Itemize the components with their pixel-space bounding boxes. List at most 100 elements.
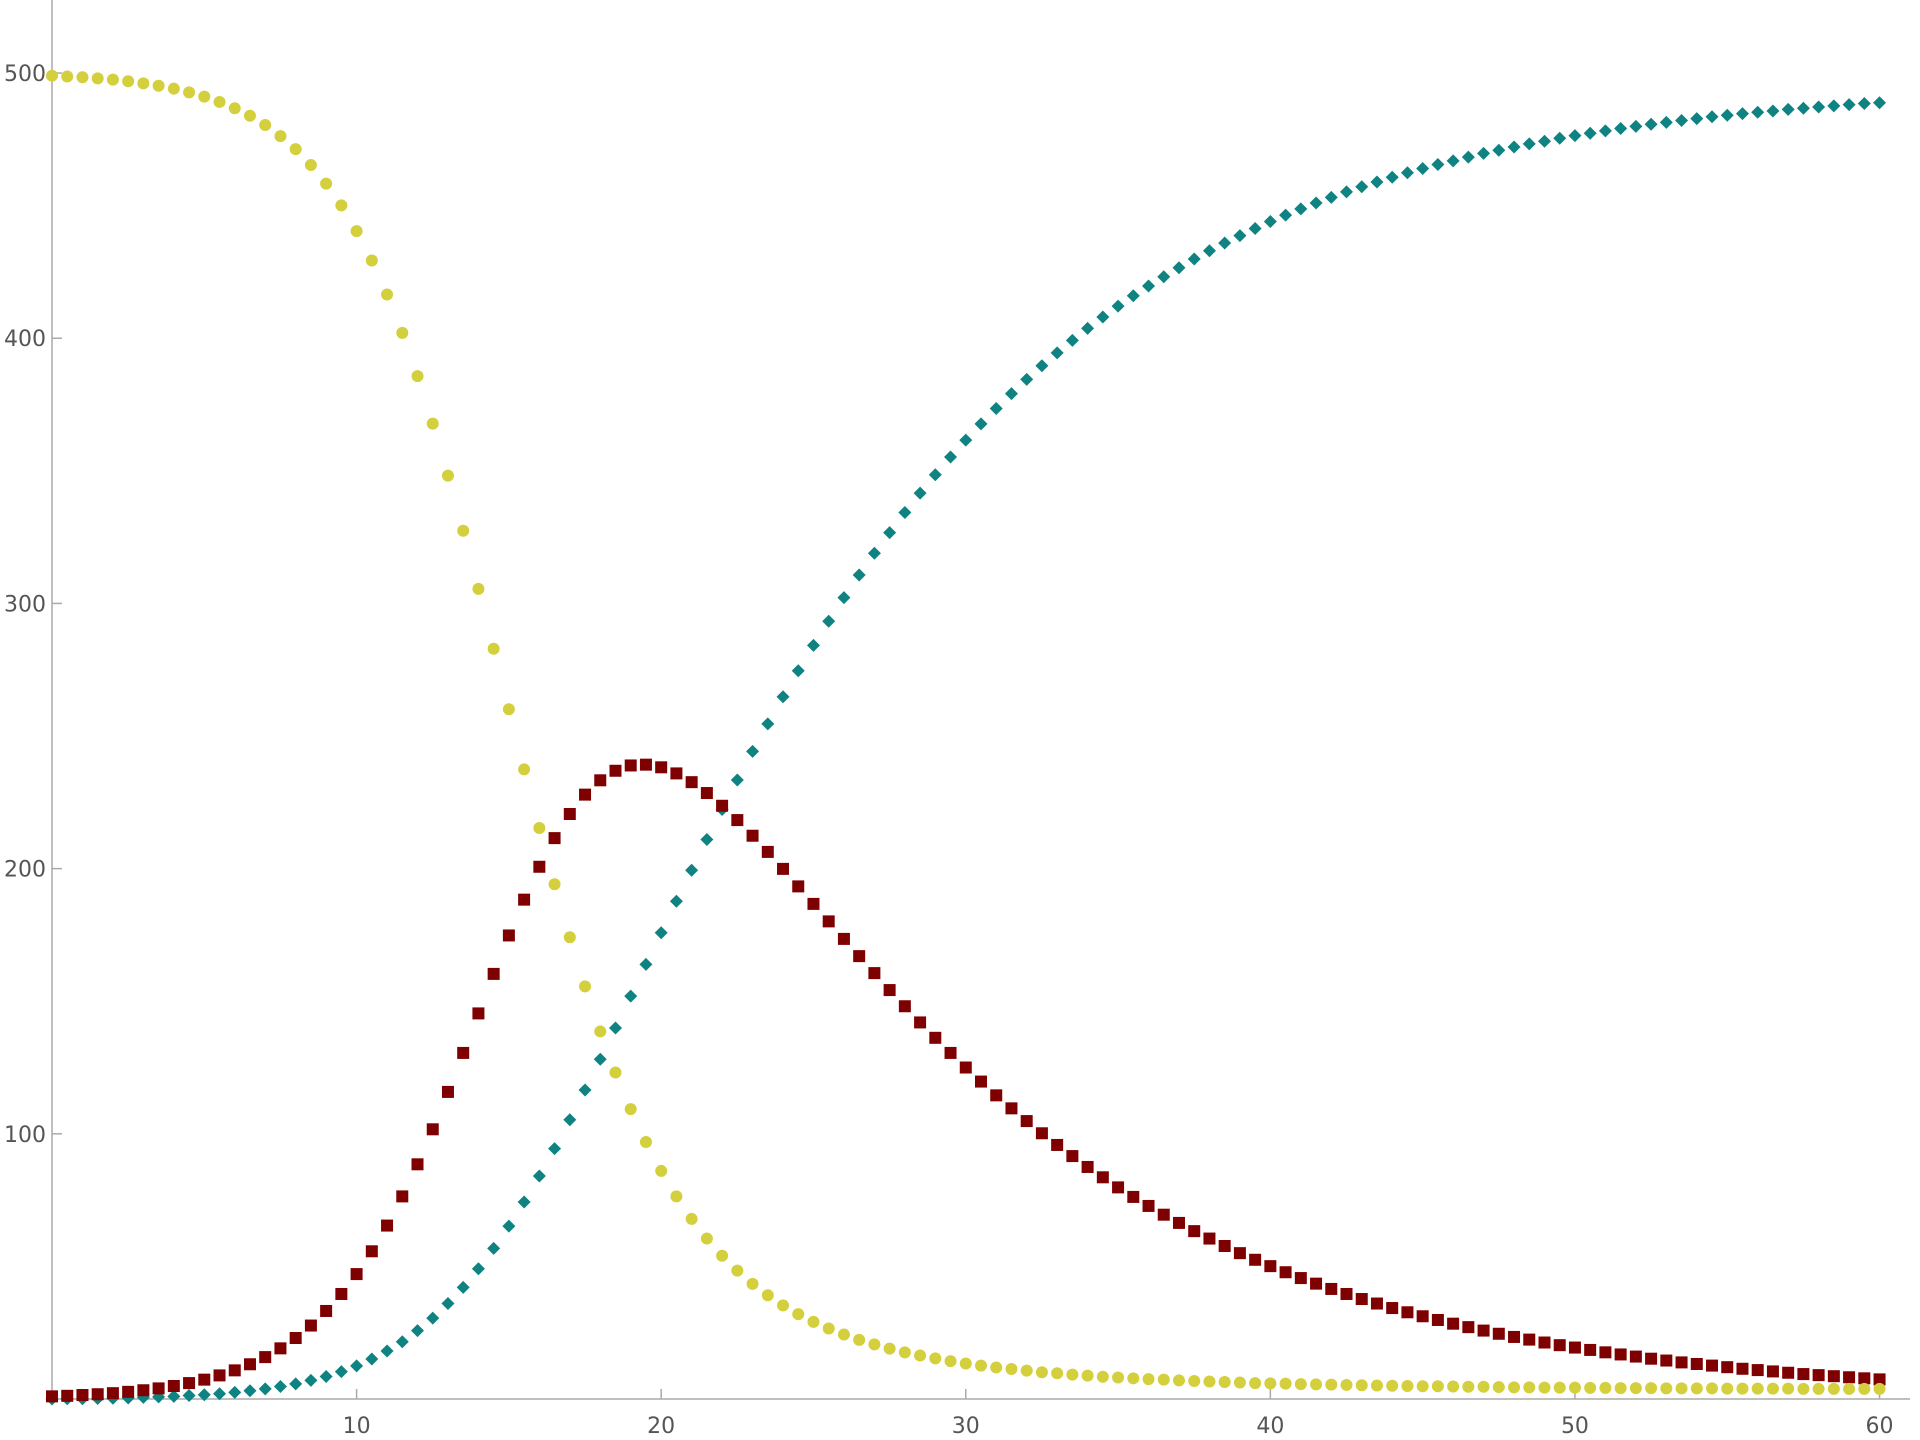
point [1431,158,1445,172]
point [1218,236,1232,250]
point [1584,1343,1597,1356]
point [1020,1115,1033,1128]
point [228,1364,241,1377]
point [213,95,226,108]
point [1675,114,1689,128]
point [563,807,576,820]
point [975,1359,987,1372]
point [502,1219,516,1233]
point [243,1358,256,1371]
point [822,915,835,928]
point [1157,270,1171,284]
x-tick-label: 40 [1256,1414,1284,1439]
point [883,526,897,540]
point [1172,1374,1185,1387]
point [822,614,836,628]
point [959,1061,972,1074]
point [776,690,790,704]
point [730,773,744,787]
point [1721,1382,1734,1395]
point [837,591,851,605]
point [1127,1190,1140,1203]
point [1508,1330,1521,1343]
point [1782,1366,1795,1379]
point [1751,1364,1764,1377]
x-tick-label: 20 [647,1414,675,1439]
point [335,199,348,212]
point [1385,170,1399,184]
point [913,486,927,500]
point [1340,1287,1353,1300]
point [700,1232,713,1245]
point [1447,1317,1460,1330]
point [1873,96,1887,110]
point [1157,1373,1170,1386]
y-tick-label: 200 [4,858,46,883]
point [624,989,638,1003]
point [122,1385,135,1398]
point [1112,1181,1125,1194]
point [594,1025,607,1038]
point [396,1190,409,1203]
point [1675,1382,1688,1395]
point [1782,1382,1795,1395]
point [1172,261,1186,275]
point [426,1311,440,1325]
y-tick-label: 400 [4,327,46,352]
point [1081,321,1095,335]
point [716,799,729,812]
point [289,143,302,156]
point [1035,1127,1048,1140]
x-tick-label: 10 [343,1414,371,1439]
y-tick-label: 100 [4,1123,46,1148]
point [198,1373,211,1386]
point [1568,1381,1581,1394]
point [1188,1225,1201,1238]
point [1203,1232,1216,1245]
point [365,1352,379,1366]
point [1340,1378,1353,1391]
point [1659,115,1673,129]
point [381,288,394,301]
point [334,1365,348,1379]
point [106,73,119,86]
point [990,1361,1003,1374]
point [441,469,454,482]
point [350,225,363,238]
point [1553,1381,1566,1394]
point [1705,110,1719,124]
point [1827,99,1841,113]
point [1096,310,1110,324]
point [944,1046,957,1059]
point [883,984,896,997]
point [670,1190,683,1203]
point [259,1351,272,1364]
point [1690,1357,1703,1370]
point [655,1164,668,1177]
point [1462,1380,1475,1393]
point [1508,1381,1521,1394]
point [1248,221,1262,235]
point [1523,1333,1536,1346]
point [1020,1364,1033,1377]
point [1066,1368,1079,1381]
point [259,119,272,132]
point [46,1390,58,1403]
point [700,787,713,800]
point [91,1388,104,1401]
point [792,1308,805,1321]
point [1751,1382,1764,1395]
point [1796,101,1810,115]
point [1735,107,1749,121]
point [959,433,973,447]
point [502,929,515,942]
point [1629,119,1643,133]
point [198,90,211,103]
point [1751,105,1765,119]
point [1553,1339,1566,1352]
point [654,926,668,940]
point [274,1342,287,1355]
point [593,1052,607,1066]
point [1477,1324,1490,1337]
point [1081,1160,1094,1173]
